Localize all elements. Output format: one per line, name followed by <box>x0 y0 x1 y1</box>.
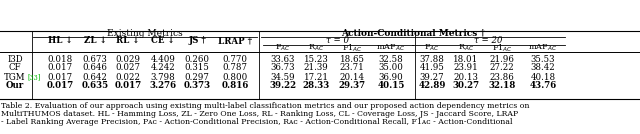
Text: 41.95: 41.95 <box>420 64 444 72</box>
Text: 33.63: 33.63 <box>271 55 295 64</box>
Text: 27.22: 27.22 <box>490 64 515 72</box>
Text: LRAP †: LRAP † <box>218 36 252 45</box>
Text: R$_{AC}$: R$_{AC}$ <box>308 43 324 53</box>
Text: CF: CF <box>9 64 21 72</box>
Text: Action-Conditional Metrics †: Action-Conditional Metrics † <box>341 29 485 38</box>
Text: F1$_{AC}$: F1$_{AC}$ <box>342 42 362 54</box>
Text: 0.018: 0.018 <box>47 55 72 64</box>
Text: 37.88: 37.88 <box>420 55 444 64</box>
Text: ZL ↓: ZL ↓ <box>84 36 106 45</box>
Text: 20.14: 20.14 <box>339 72 365 81</box>
Text: Our: Our <box>6 81 24 90</box>
Text: 40.15: 40.15 <box>378 81 404 90</box>
Text: 40.18: 40.18 <box>531 72 556 81</box>
Text: 43.76: 43.76 <box>529 81 557 90</box>
Text: 36.90: 36.90 <box>379 72 403 81</box>
Text: 0.297: 0.297 <box>184 72 209 81</box>
Text: I3D: I3D <box>7 55 23 64</box>
Text: 39.22: 39.22 <box>269 81 296 90</box>
Text: 28.33: 28.33 <box>302 81 330 90</box>
Text: 32.18: 32.18 <box>488 81 516 90</box>
Text: 36.73: 36.73 <box>271 64 295 72</box>
Text: CE ↓: CE ↓ <box>151 36 175 45</box>
Text: 0.017: 0.017 <box>47 72 72 81</box>
Text: 0.373: 0.373 <box>184 81 211 90</box>
Text: 18.65: 18.65 <box>339 55 365 64</box>
Text: 3.798: 3.798 <box>150 72 175 81</box>
Text: 38.42: 38.42 <box>531 64 556 72</box>
Text: 18.01: 18.01 <box>453 55 479 64</box>
Text: τ = 20: τ = 20 <box>474 36 503 45</box>
Text: 0.770: 0.770 <box>223 55 248 64</box>
Text: 39.27: 39.27 <box>420 72 444 81</box>
Text: 35.53: 35.53 <box>531 55 556 64</box>
Text: 0.022: 0.022 <box>115 72 141 81</box>
Text: 0.017: 0.017 <box>46 81 74 90</box>
Text: mAP$_{AC}$: mAP$_{AC}$ <box>376 43 406 53</box>
Text: P$_{AC}$: P$_{AC}$ <box>275 43 291 53</box>
Text: JS †: JS † <box>188 36 206 45</box>
Text: 0.017: 0.017 <box>115 81 141 90</box>
Text: HL ↓: HL ↓ <box>47 36 72 45</box>
Text: 34.59: 34.59 <box>271 72 295 81</box>
Text: 0.260: 0.260 <box>184 55 209 64</box>
Text: 0.027: 0.027 <box>115 64 141 72</box>
Text: mAP$_{AC}$: mAP$_{AC}$ <box>529 43 557 53</box>
Text: 32.58: 32.58 <box>379 55 403 64</box>
Text: 0.017: 0.017 <box>47 64 72 72</box>
Text: - Label Ranking Average Precision, Pᴀᴄ - Action-Conditional Precision, Rᴀᴄ - Act: - Label Ranking Average Precision, Pᴀᴄ -… <box>1 118 513 126</box>
Text: 30.27: 30.27 <box>452 81 479 90</box>
Text: 4.409: 4.409 <box>150 55 175 64</box>
Text: 15.23: 15.23 <box>303 55 328 64</box>
Text: 35.00: 35.00 <box>379 64 403 72</box>
Text: 21.39: 21.39 <box>303 64 328 72</box>
Text: 23.71: 23.71 <box>340 64 364 72</box>
Text: 3.276: 3.276 <box>149 81 177 90</box>
Text: 0.315: 0.315 <box>184 64 209 72</box>
Text: F1$_{AC}$: F1$_{AC}$ <box>492 42 513 54</box>
Text: R$_{AC}$: R$_{AC}$ <box>458 43 474 53</box>
Text: 0.635: 0.635 <box>81 81 109 90</box>
Text: τ = 0: τ = 0 <box>326 36 349 45</box>
Text: [33]: [33] <box>27 73 40 81</box>
Text: 0.787: 0.787 <box>223 64 248 72</box>
Text: 29.37: 29.37 <box>339 81 365 90</box>
Text: 17.21: 17.21 <box>303 72 328 81</box>
Text: 23.86: 23.86 <box>490 72 515 81</box>
Text: 21.96: 21.96 <box>490 55 515 64</box>
Text: 0.029: 0.029 <box>115 55 141 64</box>
Text: 42.89: 42.89 <box>419 81 445 90</box>
Text: P$_{AC}$: P$_{AC}$ <box>424 43 440 53</box>
Text: Table 2. Evaluation of our approach using existing multi-label classification me: Table 2. Evaluation of our approach usin… <box>1 102 529 110</box>
Text: 0.800: 0.800 <box>222 72 248 81</box>
Text: 23.91: 23.91 <box>454 64 478 72</box>
Text: TGM: TGM <box>4 72 26 81</box>
Text: 0.642: 0.642 <box>83 72 108 81</box>
Text: MultiTHUMOS dataset. HL - Hamming Loss, ZL - Zero One Loss, RL - Ranking Loss, C: MultiTHUMOS dataset. HL - Hamming Loss, … <box>1 110 518 118</box>
Text: Existing Metrics: Existing Metrics <box>107 29 183 38</box>
Text: RL ↓: RL ↓ <box>116 36 140 45</box>
Text: 20.13: 20.13 <box>454 72 479 81</box>
Text: 0.673: 0.673 <box>83 55 108 64</box>
Text: 0.816: 0.816 <box>221 81 249 90</box>
Text: 4.242: 4.242 <box>150 64 175 72</box>
Text: 0.646: 0.646 <box>83 64 108 72</box>
